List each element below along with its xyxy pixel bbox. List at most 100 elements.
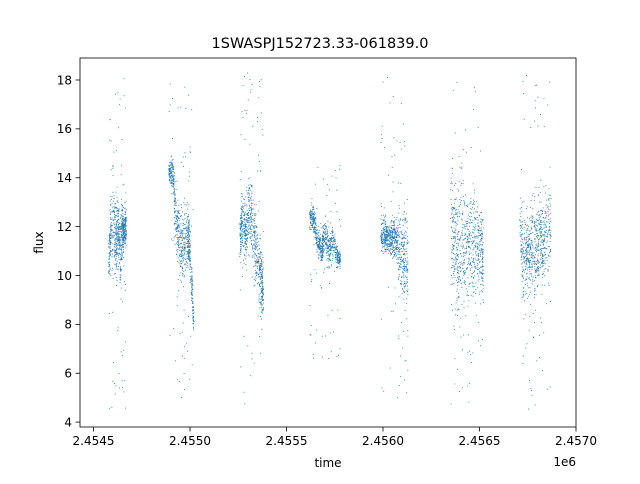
data-point bbox=[381, 242, 383, 244]
data-point bbox=[329, 259, 331, 261]
data-point bbox=[406, 283, 407, 285]
data-point bbox=[244, 202, 246, 204]
data-point bbox=[249, 227, 251, 229]
data-point bbox=[312, 225, 313, 226]
data-point bbox=[404, 287, 406, 289]
data-point bbox=[246, 238, 248, 240]
data-point bbox=[525, 250, 527, 252]
data-point bbox=[519, 219, 521, 221]
data-point bbox=[383, 233, 385, 235]
data-point bbox=[520, 236, 522, 238]
data-point bbox=[249, 219, 251, 221]
data-point bbox=[244, 242, 246, 244]
data-point bbox=[179, 247, 181, 249]
data-point bbox=[336, 267, 337, 268]
data-point bbox=[110, 222, 112, 224]
data-point bbox=[246, 109, 248, 111]
data-point bbox=[549, 209, 551, 211]
data-point bbox=[525, 249, 527, 251]
data-point bbox=[117, 244, 119, 246]
data-point bbox=[191, 293, 193, 295]
data-point bbox=[262, 289, 264, 291]
data-point bbox=[526, 343, 528, 345]
data-point bbox=[248, 184, 250, 186]
data-point bbox=[545, 268, 547, 270]
data-point bbox=[313, 217, 315, 219]
data-point bbox=[324, 240, 326, 242]
data-point bbox=[385, 249, 387, 251]
data-point bbox=[327, 238, 329, 240]
data-point bbox=[480, 237, 482, 239]
data-point bbox=[386, 236, 388, 238]
data-point bbox=[253, 244, 255, 246]
data-point bbox=[319, 242, 320, 244]
data-point bbox=[181, 252, 183, 254]
data-point bbox=[391, 236, 393, 238]
data-point bbox=[543, 235, 545, 237]
data-point bbox=[390, 200, 392, 202]
data-point bbox=[309, 212, 311, 214]
data-point bbox=[249, 194, 251, 196]
data-point bbox=[327, 229, 328, 231]
data-point bbox=[393, 232, 395, 234]
data-point bbox=[543, 271, 545, 273]
data-point bbox=[111, 195, 113, 197]
data-point bbox=[247, 212, 249, 213]
data-point bbox=[401, 246, 403, 248]
data-point bbox=[394, 251, 396, 253]
data-point bbox=[522, 291, 524, 293]
data-point bbox=[543, 227, 545, 229]
data-point bbox=[117, 233, 119, 235]
data-point bbox=[240, 261, 242, 263]
data-point bbox=[392, 232, 394, 234]
data-point bbox=[541, 284, 543, 286]
data-point bbox=[192, 310, 194, 312]
data-point bbox=[187, 215, 189, 217]
data-point bbox=[312, 354, 314, 356]
data-point bbox=[121, 222, 123, 224]
data-point bbox=[468, 225, 470, 227]
data-point bbox=[526, 267, 528, 269]
data-point bbox=[189, 253, 191, 255]
data-point bbox=[527, 245, 528, 247]
data-point bbox=[122, 230, 124, 232]
data-point bbox=[260, 257, 262, 259]
data-point bbox=[119, 268, 121, 270]
data-point bbox=[189, 239, 190, 240]
data-point bbox=[110, 214, 111, 216]
data-point bbox=[251, 255, 253, 257]
data-point bbox=[525, 223, 526, 225]
data-point bbox=[529, 250, 531, 252]
data-point bbox=[545, 216, 547, 218]
data-point bbox=[467, 222, 468, 224]
data-point bbox=[113, 249, 115, 251]
data-point bbox=[460, 196, 462, 198]
data-point bbox=[462, 239, 464, 241]
data-point bbox=[110, 225, 112, 227]
data-point bbox=[532, 258, 534, 260]
data-point bbox=[470, 295, 472, 297]
data-point bbox=[123, 236, 125, 238]
data-point bbox=[327, 235, 329, 237]
data-point bbox=[534, 297, 535, 299]
data-point bbox=[109, 253, 111, 255]
data-point bbox=[183, 255, 185, 256]
data-point bbox=[313, 227, 315, 229]
data-point bbox=[325, 226, 327, 228]
data-point bbox=[451, 158, 453, 160]
data-point bbox=[260, 304, 262, 306]
data-point bbox=[451, 167, 453, 169]
data-point bbox=[192, 303, 194, 305]
data-point bbox=[529, 287, 531, 289]
data-point bbox=[393, 224, 395, 226]
data-point bbox=[314, 238, 316, 240]
data-point bbox=[383, 242, 385, 244]
data-point bbox=[462, 183, 464, 185]
data-point bbox=[186, 246, 188, 248]
data-point bbox=[534, 224, 535, 226]
data-point bbox=[531, 242, 533, 244]
data-point bbox=[380, 134, 382, 136]
data-point bbox=[392, 224, 394, 226]
data-point bbox=[124, 220, 126, 222]
